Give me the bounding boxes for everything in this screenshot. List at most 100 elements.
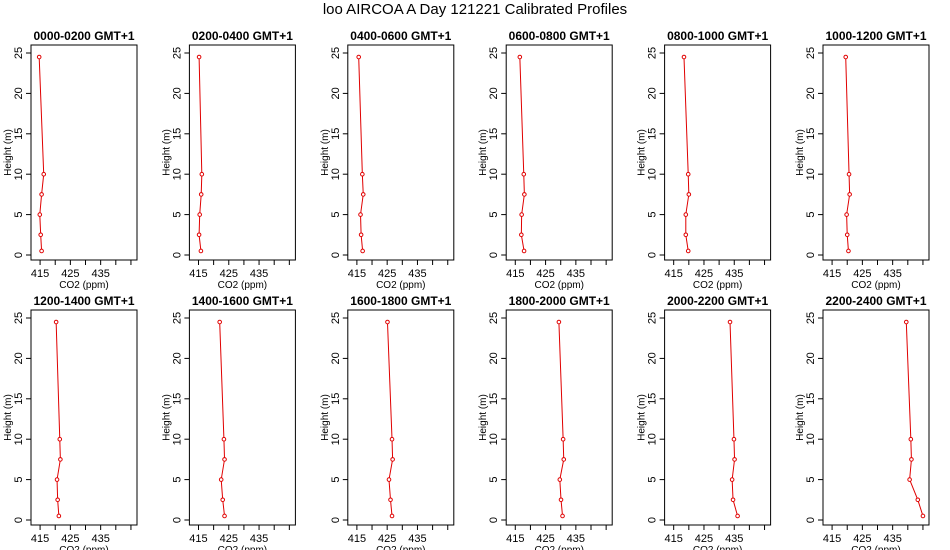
- x-tick-label: 415: [189, 268, 207, 280]
- y-tick-label: 20: [171, 87, 183, 99]
- y-tick-label: 5: [171, 212, 183, 218]
- data-point: [732, 457, 737, 462]
- data-point: [847, 192, 852, 197]
- data-point: [683, 212, 689, 217]
- data-point: [908, 436, 914, 442]
- data-point: [519, 212, 524, 217]
- y-tick-label: 5: [330, 477, 342, 483]
- x-tick-label: 415: [823, 268, 841, 280]
- x-tick-label: 435: [725, 268, 743, 280]
- y-tick-label: 10: [647, 168, 659, 180]
- y-tick-label: 0: [647, 252, 659, 258]
- data-point: [846, 171, 852, 177]
- data-point: [735, 513, 740, 519]
- profile-line: [358, 57, 364, 252]
- y-tick-label: 15: [805, 128, 817, 140]
- y-tick-label: 15: [647, 128, 659, 140]
- y-axis-label: Height (m): [795, 394, 806, 441]
- data-point: [358, 232, 364, 238]
- data-point: [903, 319, 909, 325]
- x-axis-label: CO2 (ppm): [59, 280, 108, 291]
- profile-line: [55, 322, 61, 516]
- plot-frame: [505, 44, 613, 261]
- panel-title: 0200-0400 GMT+1: [192, 29, 293, 43]
- x-axis-label: CO2 (ppm): [218, 545, 267, 550]
- data-point: [55, 497, 60, 503]
- plot-frame: [664, 309, 772, 526]
- data-point: [388, 497, 393, 503]
- data-point: [217, 319, 222, 325]
- data-point: [385, 319, 390, 325]
- panel-title: 1600-1800 GMT+1: [350, 294, 451, 308]
- data-point: [909, 457, 914, 462]
- y-tick-label: 20: [805, 352, 817, 364]
- y-tick-label: 20: [647, 352, 659, 364]
- y-axis-label: Height (m): [637, 129, 648, 176]
- data-point: [57, 436, 63, 442]
- x-tick-label: 435: [408, 533, 426, 545]
- panel-title: 0800-1000 GMT+1: [667, 29, 768, 43]
- data-point: [521, 248, 527, 254]
- x-tick-label: 435: [250, 533, 268, 545]
- y-tick-label: 0: [805, 252, 817, 258]
- y-axis-label: Height (m): [161, 129, 172, 176]
- x-tick-label: 435: [250, 268, 268, 280]
- panel-title: 0600-0800 GMT+1: [509, 29, 610, 43]
- x-tick-label: 415: [31, 533, 49, 545]
- profile-line: [729, 322, 739, 517]
- x-axis-label: CO2 (ppm): [693, 545, 742, 550]
- x-tick-label: 415: [31, 268, 49, 280]
- data-point: [727, 319, 733, 325]
- plot-frame: [505, 309, 613, 526]
- y-tick-label: 10: [805, 168, 817, 180]
- data-point: [521, 171, 527, 177]
- y-tick-label: 0: [13, 252, 25, 258]
- y-tick-label: 20: [13, 87, 25, 99]
- data-point: [56, 513, 62, 519]
- y-tick-label: 25: [330, 47, 342, 59]
- data-point: [730, 497, 736, 503]
- y-tick-label: 10: [13, 433, 25, 445]
- data-point: [41, 171, 47, 177]
- profile-line: [219, 322, 226, 517]
- panel-title: 0400-0600 GMT+1: [350, 29, 451, 43]
- data-point: [920, 513, 926, 519]
- data-point: [221, 436, 227, 442]
- data-point: [522, 192, 527, 197]
- y-tick-label: 25: [805, 312, 817, 324]
- y-tick-label: 25: [13, 47, 25, 59]
- data-point: [844, 212, 849, 217]
- y-axis-label: Height (m): [478, 129, 489, 176]
- profile-line: [683, 57, 690, 252]
- y-tick-label: 20: [488, 352, 500, 364]
- data-point: [846, 248, 851, 254]
- plot-frame: [347, 309, 455, 526]
- plot-frame: [30, 309, 138, 526]
- y-tick-label: 5: [805, 212, 817, 218]
- y-tick-label: 25: [330, 312, 342, 324]
- y-tick-label: 0: [805, 517, 817, 523]
- data-point: [39, 192, 44, 197]
- data-point: [556, 319, 562, 325]
- y-tick-label: 5: [488, 477, 500, 483]
- data-point: [561, 457, 567, 462]
- y-tick-label: 5: [488, 212, 500, 218]
- x-tick-label: 435: [883, 268, 901, 280]
- chart-title: loo AIRCOA A Day 121221 Calibrated Profi…: [322, 1, 628, 18]
- y-tick-label: 10: [488, 168, 500, 180]
- x-tick-label: 415: [348, 533, 366, 545]
- x-tick-label: 415: [823, 533, 841, 545]
- x-tick-label: 435: [883, 533, 901, 545]
- data-point: [915, 497, 921, 503]
- y-tick-label: 25: [171, 47, 183, 59]
- profile-line: [38, 57, 45, 251]
- y-axis-label: Height (m): [478, 394, 489, 441]
